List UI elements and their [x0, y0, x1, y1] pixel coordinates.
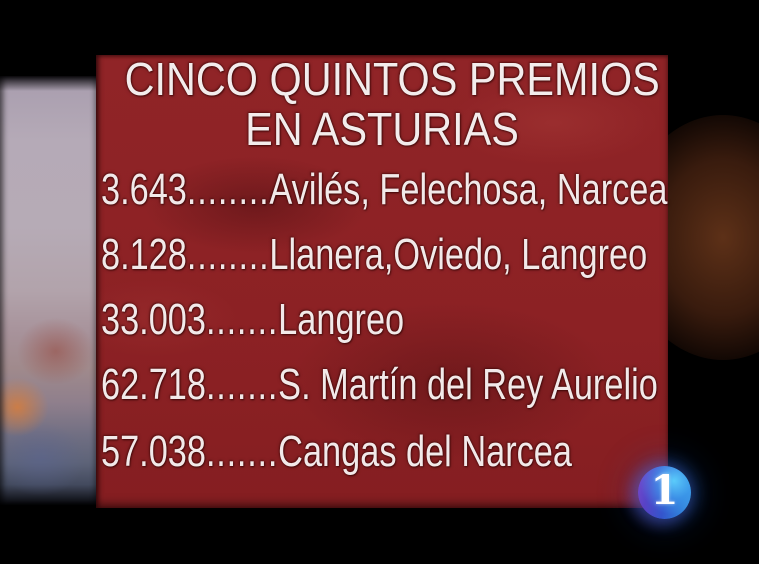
- results-panel: [96, 55, 668, 508]
- prize-number: 8.128: [101, 230, 187, 279]
- prize-row: 57.038.......Cangas del Narcea: [101, 430, 572, 474]
- prize-number: 62.718: [101, 360, 206, 409]
- prize-places: Avilés, Felechosa, Narcea: [269, 165, 668, 214]
- prize-row: 62.718.......S. Martín del Rey Aurelio: [101, 363, 658, 407]
- dots-leader: ........: [186, 230, 270, 279]
- prize-places: S. Martín del Rey Aurelio: [278, 360, 658, 409]
- dots-leader: .......: [205, 295, 279, 344]
- prize-number: 57.038: [101, 427, 206, 476]
- prize-places: Langreo: [278, 295, 405, 344]
- prize-row: 8.128........Llanera,Oviedo, Langreo: [101, 233, 647, 277]
- panel-title-line2: EN ASTURIAS: [245, 103, 519, 155]
- channel-logo-bug: 1: [638, 466, 691, 519]
- prize-places: Cangas del Narcea: [278, 427, 572, 476]
- dots-leader: .......: [205, 360, 279, 409]
- prize-number: 3.643: [101, 165, 187, 214]
- panel-title-line1: CINCO QUINTOS PREMIOS: [124, 53, 660, 105]
- prize-number: 33.003: [101, 295, 206, 344]
- dots-leader: ........: [186, 165, 270, 214]
- background-video-strip: [0, 76, 96, 506]
- prize-row: 33.003.......Langreo: [101, 298, 404, 342]
- channel-logo-digit: 1: [650, 467, 679, 514]
- dots-leader: .......: [205, 427, 279, 476]
- prize-row: 3.643........Avilés, Felechosa, Narcea: [101, 168, 667, 212]
- prize-places: Llanera,Oviedo, Langreo: [269, 230, 648, 279]
